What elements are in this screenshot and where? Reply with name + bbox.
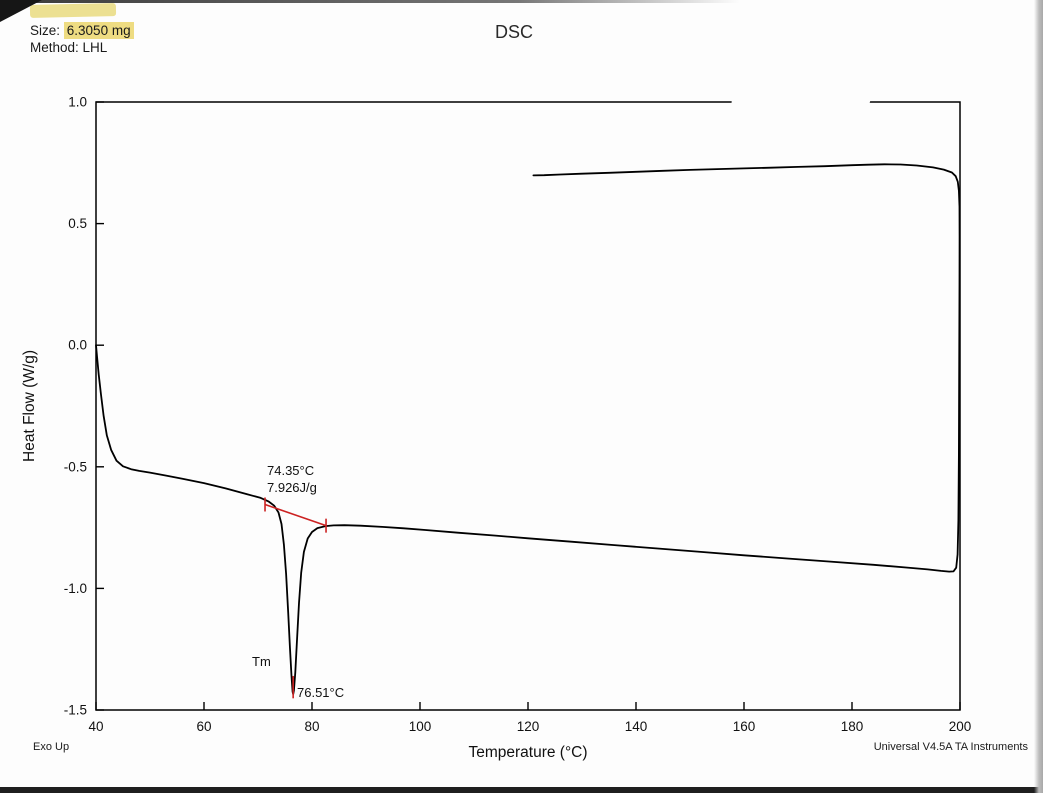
chart-title: DSC [495, 22, 533, 42]
x-tick-label: 140 [625, 719, 648, 734]
y-axis-label: Heat Flow (W/g) [21, 350, 38, 462]
scan-artifact-bottom-edge [0, 787, 1043, 793]
x-axis-label: Temperature (°C) [468, 744, 587, 761]
exo-up-label: Exo Up [33, 741, 70, 753]
onset-temp-label: 74.35°C [267, 463, 314, 478]
x-tick-label: 60 [196, 719, 211, 734]
enthalpy-label: 7.926J/g [267, 480, 317, 495]
y-tick-label: 1.0 [68, 95, 87, 110]
scan-artifact-top-edge [0, 0, 740, 3]
dsc-trace [95, 163, 961, 696]
scan-artifact-wedge [731, 87, 872, 119]
x-tick-label: 160 [733, 719, 756, 734]
method-label: Method: LHL [30, 40, 108, 55]
x-tick-label: 120 [517, 719, 540, 734]
curve-layer [95, 163, 961, 696]
y-tick-label: -1.5 [64, 703, 87, 718]
y-tick-label: -0.5 [64, 459, 87, 474]
instrument-label: Universal V4.5A TA Instruments [873, 741, 1028, 753]
x-tick-label: 180 [841, 719, 864, 734]
x-tick-label: 200 [949, 719, 972, 734]
y-tick-label: -1.0 [64, 581, 87, 596]
x-tick-label: 80 [304, 719, 319, 734]
annotation-layer [264, 497, 327, 699]
x-tick-label: 40 [88, 719, 103, 734]
peak-name-label: Tm [252, 654, 271, 669]
size-label: Size: [30, 23, 61, 38]
size-value: 6.3050 mg [63, 22, 134, 39]
x-tick-label: 100 [409, 719, 432, 734]
plot-border [95, 101, 961, 711]
integration-baseline [264, 503, 327, 527]
sample-info: Size: 6.3050 mg Method: LHL [30, 22, 134, 56]
size-line: Size: 6.3050 mg [30, 22, 134, 39]
scan-artifact-corner-fold [0, 0, 42, 22]
scan-artifact-right-edge [1034, 0, 1043, 793]
y-tick-label: 0.5 [68, 216, 87, 231]
axis-ticks: 40 60 80 100 120 140 160 180 200 1.0 0.5 0.0 -0.5 -1.… [64, 95, 972, 735]
y-tick-label: 0.0 [68, 338, 87, 353]
peak-temp-label: 76.51°C [297, 685, 344, 700]
